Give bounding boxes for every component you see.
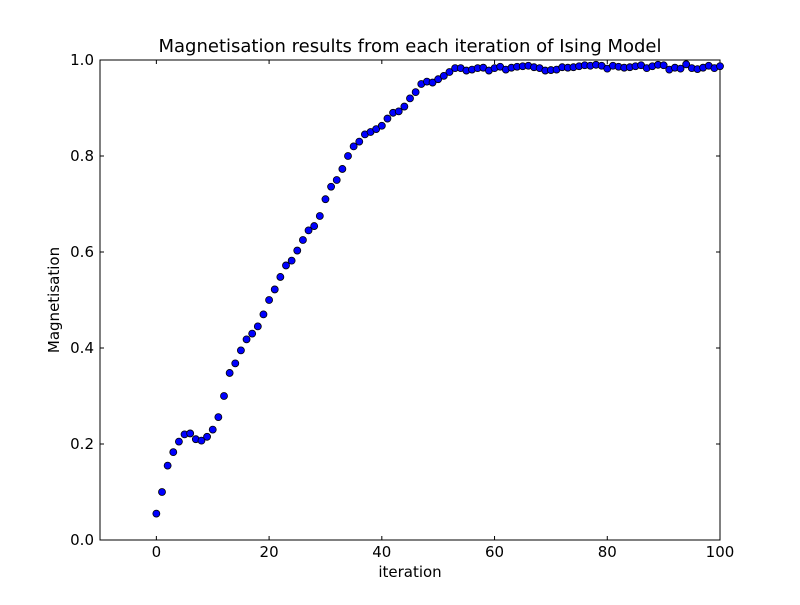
y-tick-label: 0.8 [70,147,94,165]
data-point [400,102,409,111]
chart-title: Magnetisation results from each iteratio… [158,36,661,57]
data-point [327,182,335,191]
x-tick-label: 40 [372,543,391,561]
x-axis-label: iteration [378,563,441,581]
y-tick-label: 1.0 [70,51,94,69]
y-axis: 0.0 0.2 0.4 0.6 0.8 1.0 [70,51,720,549]
data-point [270,285,279,294]
data-point [163,461,172,470]
y-axis-label: Magnetisation [45,247,63,353]
x-axis: 0 20 40 60 80 100 [152,60,735,561]
data-point [158,488,166,496]
data-point [344,152,352,160]
data-point [406,94,414,103]
data-point [265,296,273,304]
data-point [231,359,240,368]
data-point [203,432,211,441]
y-tick-label: 0.4 [70,339,94,357]
x-tick-label: 20 [260,543,279,561]
data-point [716,62,724,71]
data-point [169,448,178,457]
y-tick-label: 0.0 [70,531,94,549]
data-point [676,64,685,73]
data-point [253,322,262,331]
data-point [276,273,285,281]
data-point [299,236,307,244]
data-point [394,107,403,116]
data-point [304,226,313,235]
data-point [152,509,161,518]
data-point [248,329,257,338]
data-point [293,246,302,255]
y-tick-label: 0.6 [70,243,94,261]
data-point [214,413,223,422]
data-point [332,176,341,184]
data-point [310,222,319,230]
data-point [237,346,245,355]
data-point [321,195,330,204]
data-point [338,165,347,173]
data-point [355,137,364,146]
data-point [349,142,358,151]
data-point [315,212,324,220]
data-point [372,125,381,134]
x-tick-label: 0 [152,543,162,561]
data-point [383,114,392,123]
data-point [659,61,668,70]
data-point [242,335,251,344]
data-points [152,60,724,518]
data-point [197,436,206,445]
data-point [225,369,234,377]
y-tick-label: 0.2 [70,435,94,453]
data-point [220,392,228,400]
data-point [428,78,437,87]
data-point [434,75,443,84]
data-point [282,261,290,270]
data-point [411,88,420,97]
x-tick-label: 100 [706,543,735,561]
data-point [208,425,217,434]
data-point [175,437,183,446]
x-tick-label: 60 [485,543,504,561]
data-point [377,121,386,130]
data-point [445,68,454,76]
data-point [259,310,268,319]
data-point [287,256,296,265]
x-tick-label: 80 [598,543,617,561]
data-point [439,71,448,80]
data-point [682,60,691,69]
plot-frame [99,59,721,541]
data-point [186,429,195,438]
